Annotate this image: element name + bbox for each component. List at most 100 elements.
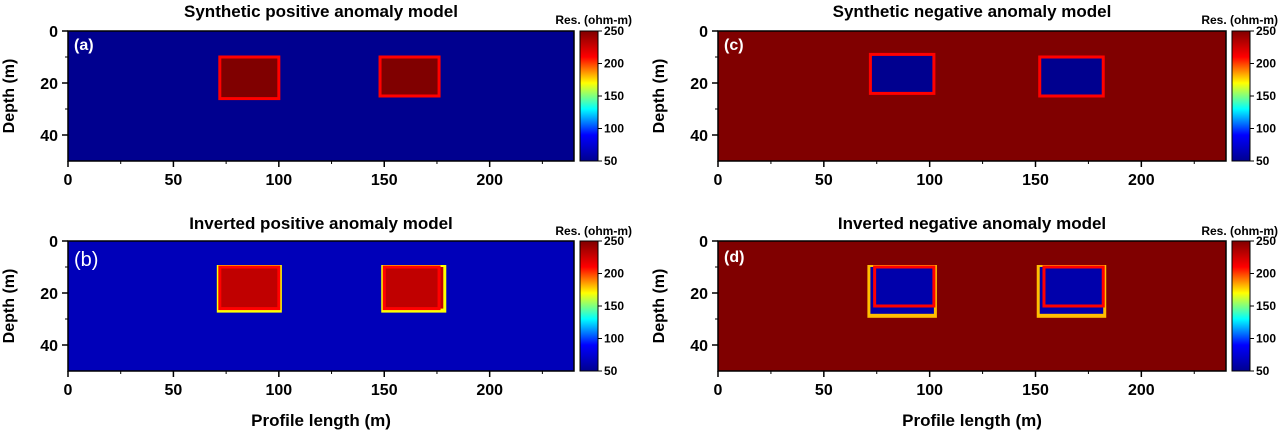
y-tick-label: 0 [49, 24, 58, 41]
x-tick-label: 150 [1022, 382, 1049, 399]
x-tick-label: 200 [476, 172, 503, 189]
panel-title-b: Inverted positive anomaly model [189, 214, 453, 233]
x-tick-label: 150 [371, 172, 398, 189]
x-axis-label-d: Profile length (m) [902, 411, 1042, 430]
colorbar-label-c: Res. (ohm-m) [1201, 13, 1278, 27]
colorbar-tick-label: 50 [604, 364, 618, 378]
y-axis-label-d: Depth (m) [651, 269, 668, 344]
anomaly-outline-1 [218, 55, 281, 101]
y-ticks-a: 0 20 40 [40, 24, 68, 145]
heatmap-background [718, 31, 1226, 161]
heatmap-background [68, 241, 574, 371]
x-ticks-d: 0 50 100 150 200 [714, 371, 1195, 399]
colorbar-tick-label: 150 [604, 299, 624, 313]
colorbar-tick-label: 200 [604, 267, 624, 281]
anomaly-cell-1 [219, 267, 279, 309]
anomaly-outline-1 [873, 265, 936, 308]
panel-title-a: Synthetic positive anomaly model [184, 2, 458, 21]
y-ticks-b: 0 20 40 [40, 234, 68, 355]
colorbar-tick-label: 100 [1256, 332, 1276, 346]
outlines-c [868, 52, 1105, 98]
y-tick-label: 40 [40, 128, 58, 145]
outlines-d [873, 265, 1105, 308]
x-tick-label: 200 [1128, 382, 1155, 399]
y-tick-label: 20 [40, 286, 58, 303]
x-tick-label: 0 [714, 172, 723, 189]
anomaly-cell-2 [384, 267, 444, 309]
plot-frame-a [67, 30, 575, 162]
x-tick-label: 50 [815, 172, 833, 189]
panel-d: Inverted negative anomaly model (d) 0 20 4… [651, 214, 1278, 430]
x-tick-label: 0 [714, 382, 723, 399]
y-axis-label-c: Depth (m) [651, 59, 668, 134]
colorbar-tick-label: 250 [604, 234, 624, 248]
colorbar-tick-label: 200 [604, 57, 624, 71]
y-tick-label: 40 [690, 128, 708, 145]
y-tick-label: 40 [690, 338, 708, 355]
colorbar-tick-label: 250 [1256, 24, 1276, 38]
anomaly-outline-2 [378, 55, 441, 98]
y-tick-label: 0 [699, 234, 708, 251]
heatmap-b [68, 241, 574, 371]
anomaly-outline-2 [382, 265, 441, 311]
colorbar-tick-label: 100 [604, 122, 624, 136]
colorbar-ticks-c: 50 100 150 200 250 [1250, 24, 1276, 168]
anomaly-outline-1 [868, 52, 936, 95]
x-tick-label: 100 [265, 172, 292, 189]
panel-b: Inverted positive anomaly model (b) 0 20 4… [1, 214, 632, 430]
plot-frame-c [717, 30, 1227, 162]
colorbar-tick-label: 50 [1256, 364, 1270, 378]
panel-c: Synthetic negative anomaly model (c) 0 20… [651, 2, 1278, 189]
colorbar-c [1231, 30, 1251, 162]
heatmap-c [718, 31, 1226, 161]
colorbar-tick-label: 200 [1256, 57, 1276, 71]
outlines-a [218, 55, 441, 101]
colorbar-tick-label: 150 [604, 89, 624, 103]
colorbar-d [1231, 240, 1251, 372]
anomaly-outline-2 [1038, 55, 1105, 98]
anomaly-outline-1 [218, 265, 281, 311]
x-tick-label: 0 [64, 172, 73, 189]
panel-label-b: (b) [74, 249, 98, 271]
plot-frame-d [717, 240, 1227, 372]
x-tick-label: 100 [916, 382, 943, 399]
anomaly-outline-2 [1042, 265, 1105, 308]
y-tick-label: 20 [690, 286, 708, 303]
panel-title-c: Synthetic negative anomaly model [833, 2, 1112, 21]
outlines-b [218, 265, 441, 311]
colorbar-ticks-a: 50 100 150 200 250 [598, 24, 624, 168]
heatmap-d [718, 241, 1226, 371]
y-ticks-c: 0 20 40 [690, 24, 718, 145]
colorbar-tick-label: 100 [604, 332, 624, 346]
x-axis-label-b: Profile length (m) [251, 411, 391, 430]
colorbar-label-b: Res. (ohm-m) [555, 224, 632, 238]
x-tick-label: 200 [1128, 172, 1155, 189]
x-tick-label: 0 [64, 382, 73, 399]
anomaly-cell-1 [870, 54, 934, 94]
y-axis-label-a: Depth (m) [1, 59, 18, 134]
panel-label-a: (a) [74, 37, 94, 54]
x-tick-label: 150 [371, 382, 398, 399]
plot-frame-b [67, 240, 575, 372]
x-tick-label: 50 [165, 172, 183, 189]
colorbar-tick-label: 150 [1256, 299, 1276, 313]
colorbar-tick-label: 50 [1256, 154, 1270, 168]
anomaly-cell-1 [219, 57, 279, 99]
heatmap-background [718, 241, 1226, 371]
panel-a: Synthetic positive anomaly model (a) 0 20… [1, 2, 632, 189]
x-tick-label: 100 [265, 382, 292, 399]
y-tick-label: 0 [699, 24, 708, 41]
colorbar-b [579, 240, 599, 372]
colorbar-tick-label: 100 [1256, 122, 1276, 136]
colorbar-label-d: Res. (ohm-m) [1201, 224, 1278, 238]
y-tick-label: 40 [40, 338, 58, 355]
colorbar-tick-label: 200 [1256, 267, 1276, 281]
colorbar-ticks-d: 50 100 150 200 250 [1250, 234, 1276, 378]
colorbar-tick-label: 250 [604, 24, 624, 38]
y-tick-label: 20 [690, 76, 708, 93]
panel-label-c: (c) [724, 37, 744, 54]
y-tick-label: 0 [49, 234, 58, 251]
anomaly-cell-2 [1039, 57, 1104, 96]
x-tick-label: 50 [815, 382, 833, 399]
